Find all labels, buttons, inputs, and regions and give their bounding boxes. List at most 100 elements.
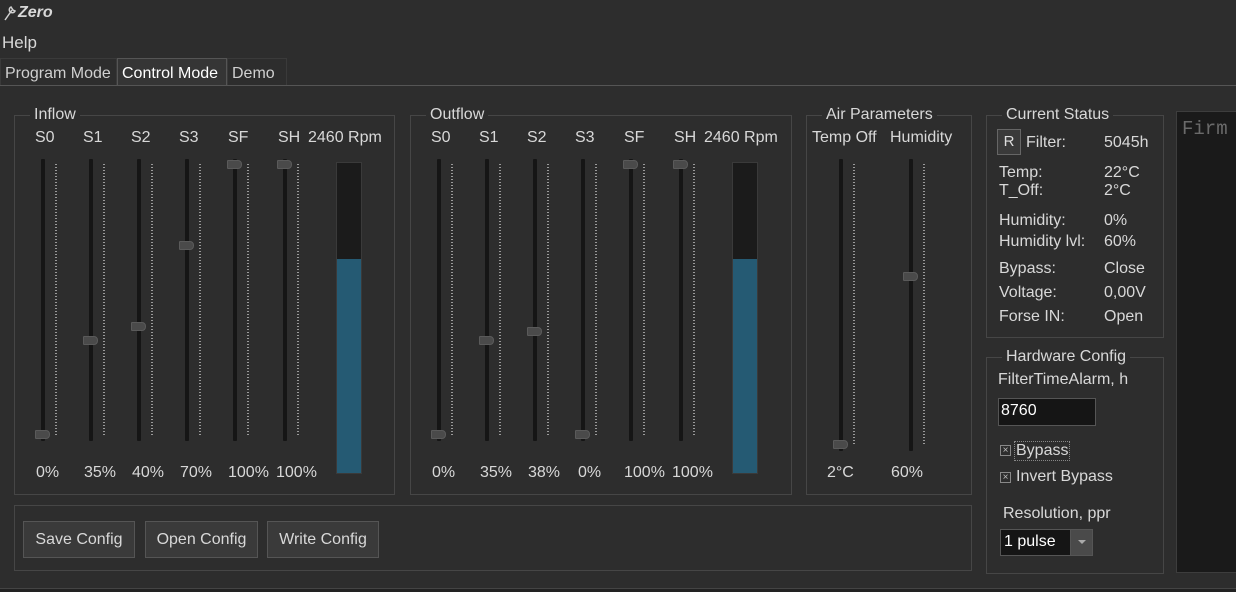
slider-handle[interactable] bbox=[903, 272, 918, 281]
slider-handle[interactable] bbox=[277, 160, 292, 169]
slider-groove bbox=[839, 159, 843, 451]
inflow-group: Inflow S0 S1 S2 S3 SF SH 2460 Rpm 0% 35%… bbox=[14, 106, 395, 495]
status-value-bypass: Close bbox=[1104, 260, 1145, 277]
slider-handle[interactable] bbox=[527, 327, 542, 336]
status-label-filter: Filter: bbox=[1026, 134, 1066, 151]
outflow-rpm: 2460 Rpm bbox=[704, 129, 778, 146]
outflow-label-s2: S2 bbox=[527, 129, 547, 146]
firmware-textarea[interactable]: Firm bbox=[1176, 111, 1236, 573]
slider-groove bbox=[185, 159, 189, 441]
slider-groove bbox=[629, 159, 633, 441]
temp-off-slider[interactable] bbox=[833, 159, 863, 451]
chevron-down-icon[interactable] bbox=[1070, 530, 1092, 555]
status-value-forse-in: Open bbox=[1104, 308, 1144, 325]
invert-bypass-label[interactable]: Invert Bypass bbox=[1016, 468, 1113, 485]
outflow-slider-s1[interactable] bbox=[479, 159, 509, 441]
slider-handle[interactable] bbox=[131, 322, 146, 331]
outflow-slider-sh[interactable] bbox=[673, 159, 703, 441]
tab-control-mode[interactable]: Control Mode bbox=[117, 58, 227, 86]
status-label-humidity: Humidity: bbox=[999, 212, 1066, 229]
inflow-title: Inflow bbox=[30, 106, 80, 124]
inflow-slider-s0[interactable] bbox=[35, 159, 65, 441]
inflow-value-s3: 70% bbox=[180, 464, 213, 481]
slider-handle[interactable] bbox=[179, 241, 194, 250]
outflow-value-s1: 35% bbox=[480, 464, 513, 481]
humidity-slider[interactable] bbox=[903, 159, 933, 451]
slider-handle[interactable] bbox=[833, 440, 848, 449]
status-label-forse-in: Forse IN: bbox=[999, 308, 1065, 325]
inflow-value-sh: 100% bbox=[276, 464, 317, 481]
outflow-value-sf: 100% bbox=[624, 464, 665, 481]
slider-ticks bbox=[547, 164, 549, 436]
outflow-slider-s0[interactable] bbox=[431, 159, 461, 441]
status-label-voltage: Voltage: bbox=[999, 284, 1057, 301]
slider-handle[interactable] bbox=[431, 430, 446, 439]
inflow-slider-s2[interactable] bbox=[131, 159, 161, 441]
reset-filter-button[interactable]: R bbox=[997, 129, 1021, 155]
inflow-slider-sf[interactable] bbox=[227, 159, 257, 441]
outflow-value-sh: 100% bbox=[672, 464, 713, 481]
inflow-slider-sh[interactable] bbox=[277, 159, 307, 441]
status-label-t-off: T_Off: bbox=[999, 182, 1044, 199]
inflow-label-sh: SH bbox=[278, 129, 301, 146]
resolution-label: Resolution, ppr bbox=[1003, 505, 1111, 522]
outflow-value-s3: 0% bbox=[578, 464, 602, 481]
slider-handle[interactable] bbox=[83, 336, 98, 345]
status-label-humidity-lvl: Humidity lvl: bbox=[999, 233, 1086, 250]
invert-bypass-checkbox[interactable]: × bbox=[1000, 472, 1011, 483]
slider-groove bbox=[89, 159, 93, 441]
outflow-group: Outflow S0 S1 S2 S3 SF SH 2460 Rpm 0% 35… bbox=[410, 106, 792, 495]
filter-time-alarm-label: FilterTimeAlarm, h bbox=[998, 371, 1129, 388]
resolution-select[interactable]: 1 pulse bbox=[1000, 529, 1093, 556]
app-title: Zero bbox=[18, 4, 53, 21]
bypass-label[interactable]: Bypass bbox=[1014, 441, 1071, 461]
filter-time-alarm-input[interactable]: 8760 bbox=[998, 398, 1096, 426]
wrench-icon bbox=[4, 6, 16, 21]
firmware-placeholder: Firm bbox=[1182, 118, 1228, 140]
menu-help[interactable]: Help bbox=[2, 33, 37, 52]
slider-handle[interactable] bbox=[623, 160, 638, 169]
tab-program-mode[interactable]: Program Mode bbox=[0, 58, 117, 86]
tab-demo[interactable]: Demo bbox=[227, 58, 287, 86]
outflow-slider-sf[interactable] bbox=[623, 159, 653, 441]
status-value-voltage: 0,00V bbox=[1104, 284, 1146, 301]
inflow-value-s0: 0% bbox=[36, 464, 60, 481]
inflow-slider-s1[interactable] bbox=[83, 159, 113, 441]
slider-ticks bbox=[451, 164, 453, 436]
slider-ticks bbox=[103, 164, 105, 436]
outflow-label-s0: S0 bbox=[431, 129, 451, 146]
status-label-bypass: Bypass: bbox=[999, 260, 1056, 277]
slider-handle[interactable] bbox=[227, 160, 242, 169]
outflow-label-s3: S3 bbox=[575, 129, 595, 146]
slider-handle[interactable] bbox=[35, 430, 50, 439]
status-value-filter: 5045h bbox=[1104, 134, 1149, 151]
open-config-button[interactable]: Open Config bbox=[145, 521, 258, 558]
slider-handle[interactable] bbox=[673, 160, 688, 169]
outflow-label-s1: S1 bbox=[479, 129, 499, 146]
save-config-button[interactable]: Save Config bbox=[23, 521, 135, 558]
inflow-label-sf: SF bbox=[228, 129, 249, 146]
slider-ticks bbox=[923, 164, 925, 446]
outflow-slider-s2[interactable] bbox=[527, 159, 557, 441]
status-value-humidity: 0% bbox=[1104, 212, 1128, 229]
inflow-slider-s3[interactable] bbox=[179, 159, 209, 441]
outflow-slider-s3[interactable] bbox=[575, 159, 605, 441]
outflow-label-sh: SH bbox=[674, 129, 697, 146]
inflow-rpm-fill bbox=[337, 259, 361, 473]
slider-groove bbox=[581, 159, 585, 441]
status-value-temp: 22°C bbox=[1104, 164, 1140, 181]
slider-groove bbox=[283, 159, 287, 441]
status-value-humidity-lvl: 60% bbox=[1104, 233, 1137, 250]
air-parameters-group: Air Parameters Temp Off Humidity 2°C 60% bbox=[806, 106, 972, 495]
tab-divider bbox=[0, 85, 1236, 86]
bypass-checkbox[interactable]: × bbox=[1000, 445, 1011, 456]
slider-groove bbox=[485, 159, 489, 441]
outflow-label-sf: SF bbox=[624, 129, 645, 146]
write-config-button[interactable]: Write Config bbox=[267, 521, 379, 558]
inflow-label-s3: S3 bbox=[179, 129, 199, 146]
slider-ticks bbox=[853, 164, 855, 446]
air-label-temp-off: Temp Off bbox=[812, 129, 877, 146]
slider-handle[interactable] bbox=[479, 336, 494, 345]
current-status-title: Current Status bbox=[1002, 106, 1114, 124]
slider-handle[interactable] bbox=[575, 430, 590, 439]
